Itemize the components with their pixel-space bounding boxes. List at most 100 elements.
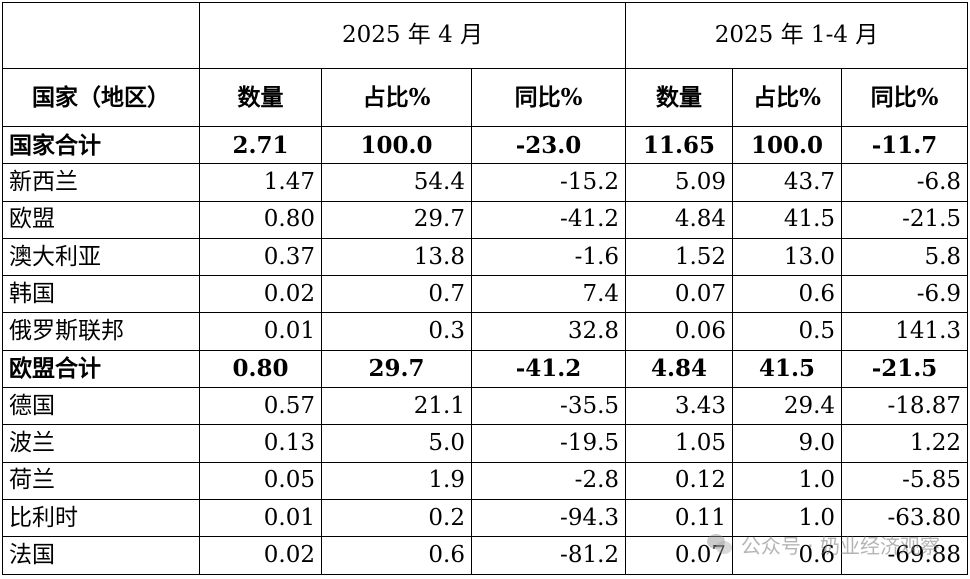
- header-yoy-2: 同比%: [841, 68, 969, 127]
- cell-yoy-jan-apr: -6.8: [841, 163, 969, 202]
- cell-yoy-jan-apr: 5.8: [841, 237, 969, 277]
- header-empty-cell: [2, 2, 200, 69]
- cell-share-april: 29.7: [321, 200, 472, 239]
- header-row-periods: 2025 年 4 月 2025 年 1-4 月: [2, 2, 969, 69]
- table-row: 欧盟 0.80 29.7 -41.2 4.84 41.5 -21.5: [2, 200, 969, 239]
- cell-yoy-april: -2.8: [470, 461, 627, 500]
- cell-share-jan-apr: 29.4: [732, 387, 843, 426]
- cell-yoy-jan-apr: -63.80: [841, 498, 969, 538]
- table-row: 韩国 0.02 0.7 7.4 0.07 0.6 -6.9: [2, 275, 969, 314]
- cell-country: 比利时: [2, 498, 200, 538]
- cell-qty-jan-apr: 4.84: [625, 349, 734, 389]
- cell-qty-april: 0.13: [199, 424, 322, 463]
- cell-qty-jan-apr: 1.05: [625, 424, 734, 463]
- cell-country: 俄罗斯联邦: [2, 312, 200, 351]
- cell-share-april: 21.1: [321, 387, 472, 426]
- table-row: 新西兰 1.47 54.4 -15.2 5.09 43.7 -6.8: [2, 163, 969, 202]
- cell-share-april: 29.7: [321, 349, 472, 389]
- header-qty-1: 数量: [199, 68, 322, 127]
- cell-share-april: 1.9: [321, 461, 472, 500]
- table-row: 俄罗斯联邦 0.01 0.3 32.8 0.06 0.5 141.3: [2, 312, 969, 351]
- cell-qty-april: 0.37: [199, 237, 322, 277]
- cell-yoy-april: -15.2: [470, 163, 627, 202]
- cell-yoy-april: -81.2: [470, 536, 627, 575]
- cell-qty-jan-apr: 11.65: [625, 125, 734, 165]
- cell-share-jan-apr: 0.5: [732, 312, 843, 351]
- cell-country: 德国: [2, 387, 200, 426]
- cell-qty-april: 2.71: [199, 125, 322, 165]
- table-row: 荷兰 0.05 1.9 -2.8 0.12 1.0 -5.85: [2, 461, 969, 500]
- cell-qty-april: 0.80: [199, 200, 322, 239]
- cell-share-jan-apr: 0.6: [732, 536, 843, 575]
- table-row: 比利时 0.01 0.2 -94.3 0.11 1.0 -63.80: [2, 498, 969, 538]
- cell-yoy-jan-apr: 141.3: [841, 312, 969, 351]
- cell-share-april: 0.7: [321, 275, 472, 314]
- cell-share-april: 54.4: [321, 163, 472, 202]
- cell-share-april: 100.0: [321, 125, 472, 165]
- cell-share-april: 13.8: [321, 237, 472, 277]
- table-row: 国家合计 2.71 100.0 -23.0 11.65 100.0 -11.7: [2, 125, 969, 165]
- cell-country: 新西兰: [2, 163, 200, 202]
- header-qty-2: 数量: [625, 68, 734, 127]
- cell-yoy-april: -35.5: [470, 387, 627, 426]
- cell-qty-jan-apr: 0.12: [625, 461, 734, 500]
- cell-qty-jan-apr: 0.07: [625, 536, 734, 575]
- cell-yoy-april: -41.2: [470, 349, 627, 389]
- cell-qty-jan-apr: 0.06: [625, 312, 734, 351]
- table-row: 澳大利亚 0.37 13.8 -1.6 1.52 13.0 5.8: [2, 237, 969, 277]
- cell-yoy-april: 7.4: [470, 275, 627, 314]
- cell-share-jan-apr: 9.0: [732, 424, 843, 463]
- cell-qty-jan-apr: 4.84: [625, 200, 734, 239]
- cell-share-april: 0.6: [321, 536, 472, 575]
- cell-qty-april: 0.02: [199, 536, 322, 575]
- cell-share-jan-apr: 1.0: [732, 461, 843, 500]
- cell-yoy-jan-apr: -18.87: [841, 387, 969, 426]
- cell-country: 波兰: [2, 424, 200, 463]
- cell-yoy-april: -94.3: [470, 498, 627, 538]
- cell-qty-jan-apr: 0.07: [625, 275, 734, 314]
- cell-country: 国家合计: [2, 125, 200, 165]
- cell-share-jan-apr: 41.5: [732, 349, 843, 389]
- cell-yoy-jan-apr: -21.5: [841, 200, 969, 239]
- cell-country: 韩国: [2, 275, 200, 314]
- table-row: 欧盟合计 0.80 29.7 -41.2 4.84 41.5 -21.5: [2, 349, 969, 389]
- cell-qty-jan-apr: 5.09: [625, 163, 734, 202]
- cell-qty-jan-apr: 1.52: [625, 237, 734, 277]
- cell-country: 澳大利亚: [2, 237, 200, 277]
- header-share-1: 占比%: [321, 68, 472, 127]
- wechat-icon: [706, 533, 733, 556]
- cell-share-jan-apr: 43.7: [732, 163, 843, 202]
- cell-qty-april: 0.02: [199, 275, 322, 314]
- cell-share-april: 5.0: [321, 424, 472, 463]
- cell-yoy-april: -23.0: [470, 125, 627, 165]
- cell-qty-april: 0.80: [199, 349, 322, 389]
- cell-qty-april: 0.57: [199, 387, 322, 426]
- cell-yoy-jan-apr: -69.88: [841, 536, 969, 575]
- cell-country: 荷兰: [2, 461, 200, 500]
- table-body: 国家合计 2.71 100.0 -23.0 11.65 100.0 -11.7 新西兰 1.47…: [2, 125, 969, 575]
- cell-share-april: 0.3: [321, 312, 472, 351]
- header-period-april: 2025 年 4 月: [198, 2, 627, 69]
- cell-country: 欧盟合计: [2, 349, 200, 389]
- cell-yoy-jan-apr: 1.22: [841, 424, 969, 463]
- cell-share-jan-apr: 41.5: [732, 200, 843, 239]
- cell-yoy-april: 32.8: [470, 312, 627, 351]
- cell-share-jan-apr: 13.0: [732, 237, 843, 277]
- cell-share-jan-apr: 100.0: [732, 125, 843, 165]
- cell-qty-april: 0.01: [199, 312, 322, 351]
- header-share-2: 占比%: [732, 68, 843, 127]
- cell-qty-jan-apr: 3.43: [625, 387, 734, 426]
- table-row: 法国 0.02 0.6 -81.2 0.07 0.6 -69.88: [2, 536, 969, 575]
- cell-yoy-jan-apr: -21.5: [841, 349, 969, 389]
- cell-country: 法国: [2, 536, 200, 575]
- table-row: 波兰 0.13 5.0 -19.5 1.05 9.0 1.22: [2, 424, 969, 463]
- cell-qty-april: 0.05: [199, 461, 322, 500]
- cell-share-jan-apr: 0.6: [732, 275, 843, 314]
- cell-share-april: 0.2: [321, 498, 472, 538]
- cell-yoy-jan-apr: -6.9: [841, 275, 969, 314]
- cell-qty-april: 0.01: [199, 498, 322, 538]
- cell-country: 欧盟: [2, 200, 200, 239]
- header-period-jan-apr: 2025 年 1-4 月: [625, 2, 969, 69]
- header-yoy-1: 同比%: [470, 68, 627, 127]
